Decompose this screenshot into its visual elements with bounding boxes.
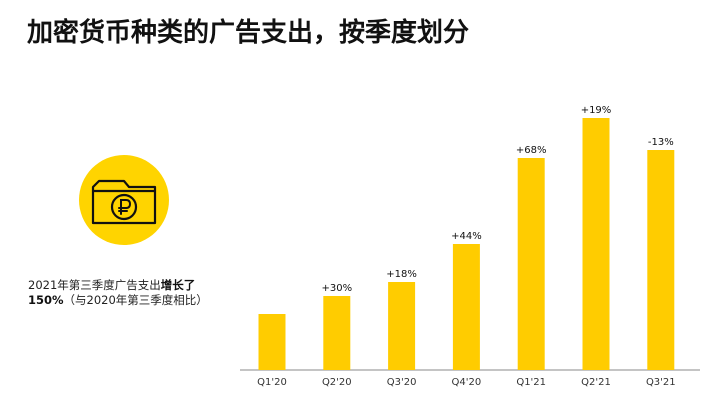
data-label: +19%: [581, 105, 612, 116]
bar: [517, 158, 545, 370]
x-tick-label: Q3'20: [387, 377, 417, 388]
x-tick-label: Q2'21: [581, 377, 611, 388]
bar: [452, 244, 480, 370]
note-line2-rest: （与2020年第三季度相比）: [63, 293, 208, 307]
insight-note: 2021年第三季度广告支出增长了 150%（与2020年第三季度相比）: [28, 278, 243, 308]
x-tick-label: Q1'20: [257, 377, 287, 388]
note-line1-bold: 增长了: [160, 278, 196, 292]
data-label: +18%: [386, 269, 417, 280]
bar: [323, 296, 351, 370]
data-label: +30%: [321, 283, 352, 294]
bar: [582, 118, 610, 370]
x-tick-label: Q2'20: [322, 377, 352, 388]
ruble-wallet-icon: [79, 155, 169, 245]
bar: [258, 314, 286, 370]
bar: [647, 150, 675, 370]
x-tick-label: Q3'21: [646, 377, 676, 388]
data-label: +44%: [451, 231, 482, 242]
note-line2-bold: 150%: [28, 293, 64, 307]
bar: [388, 282, 416, 370]
page-title: 加密货币种类的广告支出，按季度划分: [27, 18, 470, 48]
data-label: +68%: [516, 145, 547, 156]
x-tick-label: Q1'21: [516, 377, 546, 388]
note-line1-prefix: 2021年第三季度广告支出: [28, 278, 161, 292]
data-label: -13%: [648, 137, 674, 148]
x-tick-label: Q4'20: [452, 377, 482, 388]
